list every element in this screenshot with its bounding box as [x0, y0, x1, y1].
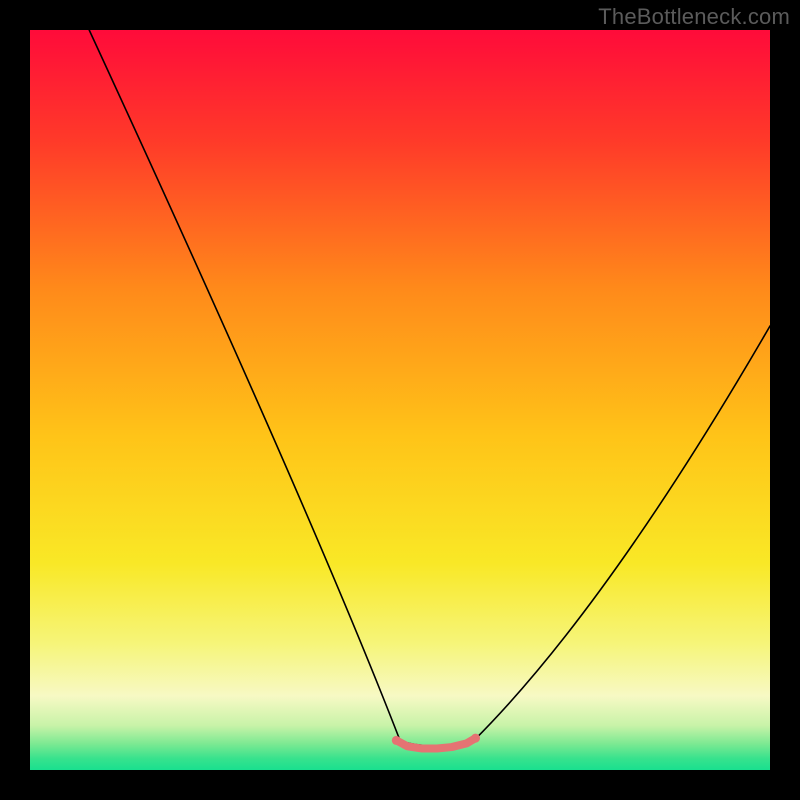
- plot-svg: [30, 30, 770, 770]
- watermark-text: TheBottleneck.com: [598, 4, 790, 30]
- optimal-range-end-dot: [471, 734, 480, 743]
- optimal-range-start-dot: [392, 736, 401, 745]
- plot-area: [30, 30, 770, 770]
- chart-frame: TheBottleneck.com: [0, 0, 800, 800]
